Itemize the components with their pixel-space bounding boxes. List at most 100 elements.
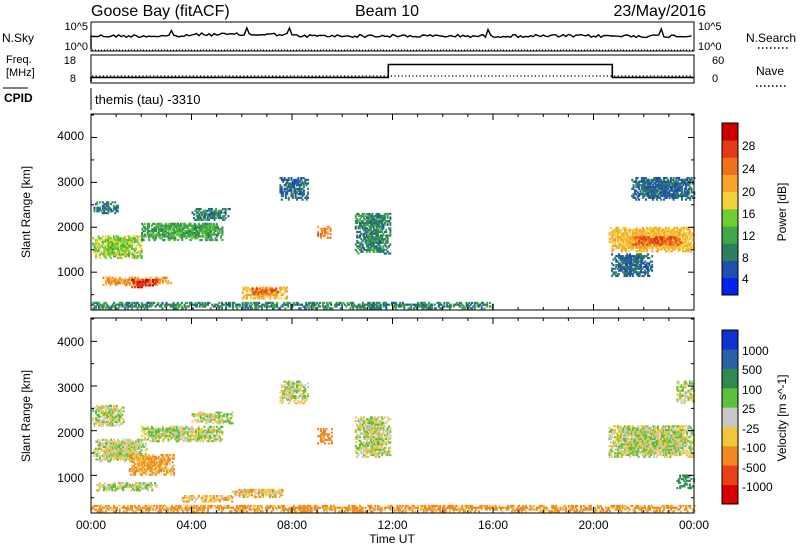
scatter-cell-14 [630, 271, 633, 274]
scatter-cell-5 [219, 216, 222, 220]
scatter-cell-1 [104, 442, 107, 445]
scatter-cell-0 [95, 420, 97, 424]
scatter-cell-1 [111, 447, 114, 450]
scatter-cell-7 [253, 292, 256, 296]
scatter-cell-11 [437, 301, 440, 305]
scatter-cell-8 [290, 185, 293, 189]
scatter-cell-4 [207, 235, 210, 238]
scatter-cell-3 [143, 280, 146, 283]
scatter-cell-5 [212, 215, 215, 218]
scatter-cell-13 [665, 243, 668, 246]
scatter-cell-10 [385, 234, 388, 237]
scatter-cell-11 [448, 305, 451, 308]
scatter-cell-12 [638, 230, 641, 233]
scatter-cell-1 [129, 440, 132, 443]
scatter-cell-5 [206, 218, 209, 221]
frequency-series-line [90, 63, 694, 82]
scatter-cell-0 [124, 249, 127, 252]
scatter-cell-3 [147, 483, 150, 487]
scatter-cell-1 [139, 444, 142, 447]
scatter-cell-4 [168, 427, 171, 430]
scatter-cell-15 [689, 178, 692, 181]
scatter-cell-11 [342, 301, 345, 305]
scatter-cell-15 [675, 182, 678, 185]
scatter-cell-15 [672, 198, 675, 201]
scatter-cell-11 [245, 301, 248, 305]
scatter-cell-0 [126, 235, 129, 238]
scatter-cell-14 [613, 256, 616, 260]
scatter-cell-13 [676, 243, 679, 246]
scatter-cell-4 [152, 427, 155, 430]
scatter-cell-11 [296, 301, 299, 305]
scatter-cell-4 [177, 224, 180, 227]
scatter-cell-14 [612, 271, 615, 274]
scatter-cell-8 [304, 196, 307, 199]
scatter-cell-14 [620, 260, 623, 263]
scatter-cell-11 [428, 305, 431, 308]
scatter-cell-10 [371, 220, 374, 223]
scatter-cell-10 [356, 234, 359, 237]
scatter-cell-13 [650, 239, 653, 243]
scatter-cell-4 [188, 231, 191, 234]
scatter-cell-4 [157, 231, 160, 234]
scatter-cell-4 [152, 228, 155, 231]
scatter-cell-10 [364, 241, 367, 244]
scatter-cell-0 [99, 247, 102, 251]
scatter-cell-12 [616, 234, 619, 237]
scatter-cell-3 [134, 487, 137, 490]
scatter-cell-0 [119, 256, 122, 260]
scatter-cell-0 [117, 253, 120, 256]
scatter-cell-6 [250, 288, 253, 291]
scatter-cell-3 [113, 485, 116, 488]
scatter-cell-4 [184, 235, 187, 238]
scatter-cell-1 [141, 445, 144, 449]
scatter-cell-6 [245, 288, 248, 291]
scatter-cell-0 [117, 419, 120, 422]
scatter-cell-13 [658, 243, 661, 246]
scatter-cell-10 [379, 236, 382, 239]
scatter-cell-12 [645, 244, 648, 247]
scatter-cell-1 [105, 212, 108, 215]
scatter-cell-14 [642, 262, 645, 265]
scatter-cell-12 [673, 248, 676, 251]
scatter-cell-4 [206, 237, 209, 240]
scatter-cell-11 [306, 305, 309, 308]
scatter-cell-2 [164, 455, 167, 458]
scatter-cell-6 [244, 288, 247, 291]
scatter-cell-4 [150, 436, 153, 439]
scatter-cell-0 [106, 242, 109, 245]
scatter-cell-14 [638, 265, 641, 269]
scatter-cell-1 [96, 210, 99, 213]
scatter-cell-14 [615, 260, 618, 263]
scatter-cell-0 [100, 240, 103, 243]
scatter-cell-10 [361, 221, 364, 225]
scatter-cell-5 [203, 211, 206, 214]
scatter-cell-11 [183, 305, 186, 308]
scatter-cell-4 [202, 224, 205, 227]
scatter-cell-2 [145, 459, 148, 462]
scatter-cell-12 [622, 226, 625, 230]
scatter-cell-5 [202, 209, 205, 212]
scatter-cell-0 [107, 424, 110, 427]
scatter-cell-1 [104, 447, 107, 450]
scatter-cell-1 [140, 442, 143, 445]
scatter-cell-4 [195, 231, 198, 234]
scatter-cell-12 [687, 232, 690, 235]
scatter-cell-15 [651, 196, 654, 199]
scatter-cell-0 [97, 235, 100, 238]
scatter-cell-0 [108, 237, 111, 240]
scatter-cell-12 [659, 244, 662, 247]
scatter-cell-4 [142, 431, 145, 434]
scatter-cell-13 [650, 241, 653, 244]
scatter-cell-12 [636, 250, 639, 253]
scatter-cell-0 [122, 242, 125, 245]
scatter-cell-8 [298, 185, 301, 189]
scatter-cell-11 [288, 301, 291, 305]
scatter-cell-0 [110, 424, 113, 427]
scatter-cell-10 [372, 227, 375, 230]
scatter-cell-10 [363, 218, 366, 221]
scatter-cell-1 [122, 444, 125, 447]
scatter-cell-12 [656, 250, 659, 253]
scatter-cell-0 [122, 249, 125, 252]
scatter-cell-4 [177, 222, 180, 225]
